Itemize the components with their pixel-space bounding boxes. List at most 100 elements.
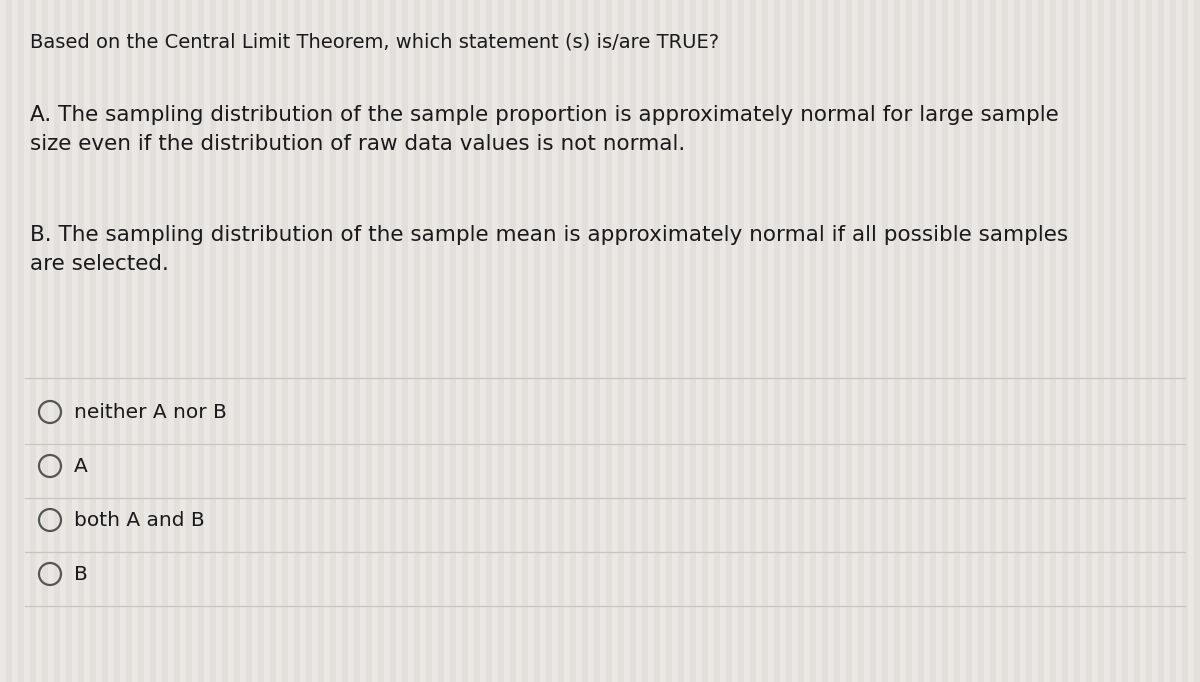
Bar	[1080, 0, 1086, 682]
Bar	[588, 0, 594, 682]
Bar	[336, 0, 342, 682]
Bar	[1098, 0, 1104, 682]
Bar	[1092, 0, 1098, 682]
Bar	[858, 0, 864, 682]
Bar	[1194, 0, 1200, 682]
Bar	[246, 0, 252, 682]
Bar	[450, 0, 456, 682]
Bar	[510, 0, 516, 682]
Bar	[930, 0, 936, 682]
Bar	[660, 0, 666, 682]
Bar	[534, 0, 540, 682]
Bar	[90, 0, 96, 682]
Bar	[522, 0, 528, 682]
Bar	[270, 0, 276, 682]
Bar	[864, 0, 870, 682]
Text: A. The sampling distribution of the sample proportion is approximately normal fo: A. The sampling distribution of the samp…	[30, 105, 1058, 154]
Bar	[120, 0, 126, 682]
Bar	[1122, 0, 1128, 682]
Bar	[378, 0, 384, 682]
Bar	[354, 0, 360, 682]
Bar	[324, 0, 330, 682]
Text: B: B	[74, 565, 88, 584]
Bar	[1020, 0, 1026, 682]
Bar	[756, 0, 762, 682]
Bar	[882, 0, 888, 682]
Bar	[708, 0, 714, 682]
Text: both A and B: both A and B	[74, 511, 205, 529]
Bar	[198, 0, 204, 682]
Bar	[1050, 0, 1056, 682]
Bar	[744, 0, 750, 682]
Bar	[258, 0, 264, 682]
Bar	[606, 0, 612, 682]
Bar	[186, 0, 192, 682]
Bar	[390, 0, 396, 682]
Bar	[468, 0, 474, 682]
Bar	[1074, 0, 1080, 682]
Bar	[78, 0, 84, 682]
Bar	[540, 0, 546, 682]
Bar	[642, 0, 648, 682]
Bar	[162, 0, 168, 682]
Bar	[516, 0, 522, 682]
Bar	[1134, 0, 1140, 682]
Bar	[942, 0, 948, 682]
Bar	[876, 0, 882, 682]
Bar	[912, 0, 918, 682]
Text: Based on the Central Limit Theorem, which statement (s) is/are TRUE?: Based on the Central Limit Theorem, whic…	[30, 32, 719, 51]
Bar	[654, 0, 660, 682]
Bar	[894, 0, 900, 682]
Bar	[66, 0, 72, 682]
Bar	[498, 0, 504, 682]
Bar	[702, 0, 708, 682]
Bar	[750, 0, 756, 682]
Bar	[480, 0, 486, 682]
Bar	[288, 0, 294, 682]
Bar	[1146, 0, 1152, 682]
Bar	[678, 0, 684, 682]
Bar	[738, 0, 744, 682]
Bar	[780, 0, 786, 682]
Bar	[414, 0, 420, 682]
Bar	[438, 0, 444, 682]
Bar	[1044, 0, 1050, 682]
Bar	[462, 0, 468, 682]
Bar	[444, 0, 450, 682]
Bar	[408, 0, 414, 682]
Bar	[792, 0, 798, 682]
Bar	[564, 0, 570, 682]
Bar	[810, 0, 816, 682]
Bar	[294, 0, 300, 682]
Bar	[12, 0, 18, 682]
Bar	[1170, 0, 1176, 682]
Bar	[1104, 0, 1110, 682]
Bar	[1164, 0, 1170, 682]
Bar	[1110, 0, 1116, 682]
Bar	[60, 0, 66, 682]
Bar	[786, 0, 792, 682]
Bar	[846, 0, 852, 682]
Bar	[156, 0, 162, 682]
Bar	[984, 0, 990, 682]
Bar	[192, 0, 198, 682]
Bar	[306, 0, 312, 682]
Bar	[0, 0, 6, 682]
Bar	[714, 0, 720, 682]
Bar	[570, 0, 576, 682]
Bar	[504, 0, 510, 682]
Bar	[996, 0, 1002, 682]
Bar	[576, 0, 582, 682]
Bar	[954, 0, 960, 682]
Bar	[990, 0, 996, 682]
Bar	[972, 0, 978, 682]
Bar	[1116, 0, 1122, 682]
Bar	[870, 0, 876, 682]
Bar	[594, 0, 600, 682]
Bar	[30, 0, 36, 682]
Bar	[852, 0, 858, 682]
Bar	[684, 0, 690, 682]
Bar	[180, 0, 186, 682]
Bar	[834, 0, 840, 682]
Bar	[396, 0, 402, 682]
